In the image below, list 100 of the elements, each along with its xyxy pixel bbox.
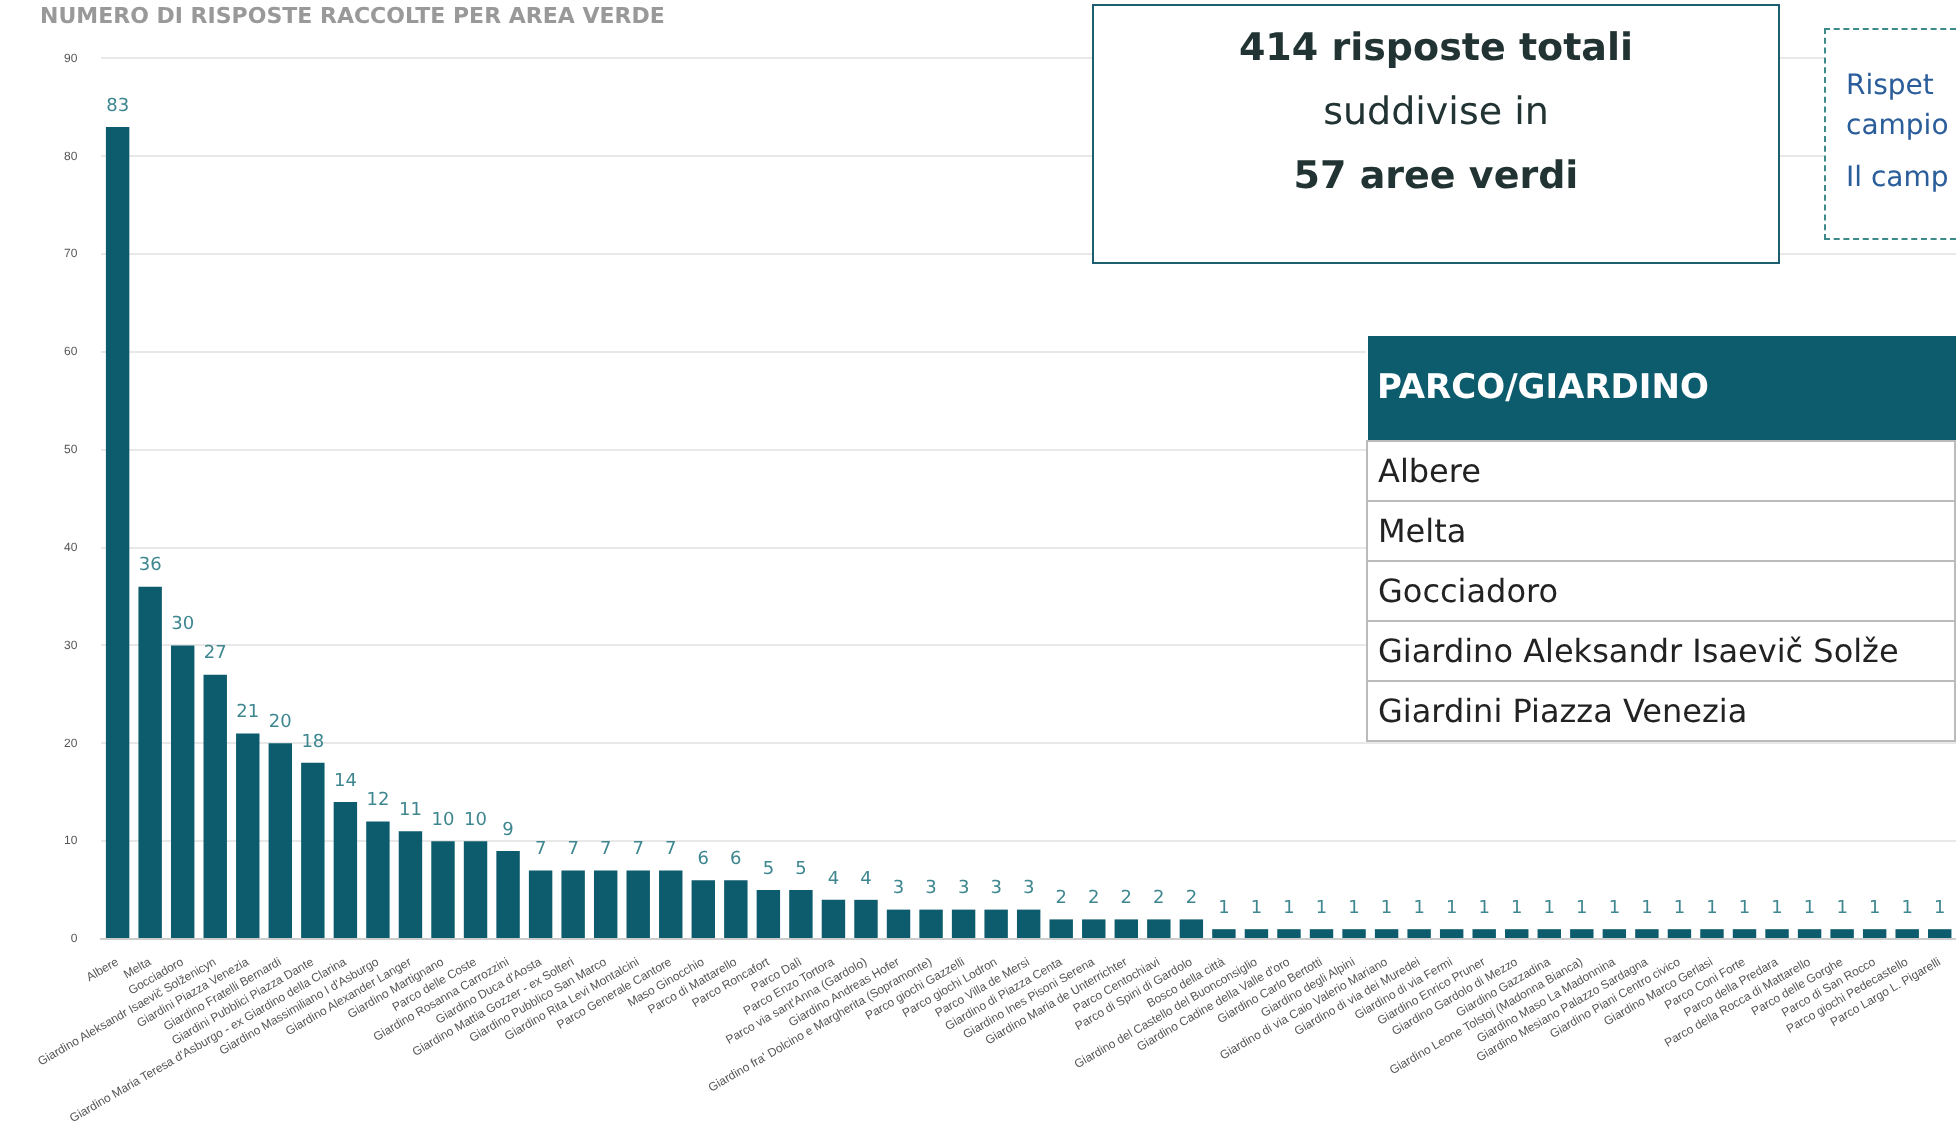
data-label: 14: [333, 771, 358, 792]
data-label: 36: [138, 556, 163, 577]
data-label: 2: [1120, 889, 1133, 910]
bar: [1928, 929, 1952, 938]
bar: [1602, 929, 1627, 938]
bar: [1472, 929, 1496, 938]
bar: [1537, 929, 1561, 938]
data-label: 1: [1250, 898, 1263, 919]
annotation: Gocciadoro: [1367, 561, 1955, 621]
data-label: 7: [567, 840, 579, 861]
data-label: 2: [1185, 889, 1198, 910]
bar: [105, 126, 130, 938]
bar: [1244, 929, 1269, 938]
bar: [1830, 929, 1854, 938]
data-label: 1: [1218, 898, 1230, 919]
data-label: 11: [399, 801, 422, 822]
annotation: PARCO/GIARDINO: [1367, 336, 1955, 441]
data-label: 12: [366, 791, 390, 812]
bar: [854, 899, 878, 938]
bar: [886, 909, 911, 938]
bar: [268, 743, 293, 938]
bar: [659, 870, 683, 938]
bar: [1374, 929, 1399, 938]
bar: [1082, 919, 1106, 938]
data-label: 1: [1576, 898, 1588, 919]
bar: [496, 850, 520, 938]
bar: [236, 733, 260, 938]
data-label: 2: [1153, 889, 1165, 910]
bar: [593, 870, 618, 938]
annotation: suddivise in: [1321, 90, 1551, 134]
bar: [1505, 929, 1529, 938]
bar: [1570, 929, 1594, 938]
data-label: 6: [697, 849, 710, 870]
data-label: 1: [1511, 898, 1523, 919]
data-label: 1: [1706, 898, 1718, 919]
bar: [1049, 919, 1073, 938]
annotation: Giardini Piazza Venezia: [1367, 681, 1955, 741]
annotation: 57 aree verdi: [1291, 154, 1581, 198]
bar: [1114, 919, 1138, 938]
annotation: Albere: [1367, 441, 1955, 501]
data-label: 1: [1283, 898, 1295, 919]
data-label: 7: [599, 840, 612, 861]
bar: [1212, 929, 1236, 938]
bar: [333, 802, 358, 938]
data-label: 1: [1934, 898, 1946, 919]
bar: [528, 870, 553, 938]
bar: [1667, 929, 1692, 938]
data-label: 1: [1901, 898, 1913, 919]
data-label: 1: [1543, 898, 1556, 919]
bar: [1439, 929, 1464, 938]
annotation: Giardino Aleksandr Isaevič Solže: [1367, 621, 1955, 681]
data-label: 10: [464, 810, 488, 831]
bar: [724, 880, 748, 938]
data-label: 18: [301, 732, 325, 753]
bar: [789, 890, 813, 938]
bar: [1700, 929, 1724, 938]
data-label: 1: [1315, 898, 1328, 919]
bar: [1342, 929, 1366, 938]
data-label: 27: [203, 644, 227, 665]
data-label: 2: [1055, 889, 1067, 910]
bar: [1179, 919, 1204, 938]
bar: [1309, 929, 1334, 938]
annotation: Il camp: [1846, 160, 1951, 198]
data-label: 1: [1478, 898, 1490, 919]
bar: [366, 821, 390, 938]
bar: [1407, 929, 1431, 938]
bar: [463, 841, 488, 938]
bar: [1016, 909, 1041, 938]
chart-title: NUMERO DI RISPOSTE RACCOLTE PER AREA VERDE: [40, 2, 665, 29]
data-label: 1: [1380, 898, 1393, 919]
bar: [301, 762, 325, 938]
bar: [1895, 929, 1919, 938]
note-box: Rispet campio Il camp: [1824, 28, 1956, 240]
data-label: 5: [762, 859, 775, 880]
data-label: 1: [1771, 898, 1783, 919]
data-label: 10: [431, 810, 455, 831]
data-label: 3: [990, 879, 1002, 900]
data-label: 1: [1413, 898, 1425, 919]
bar: [626, 870, 650, 938]
bar: [138, 586, 162, 938]
bar: [821, 899, 846, 938]
data-label: 2: [1088, 889, 1100, 910]
data-label: 4: [827, 869, 840, 890]
bar: [984, 909, 1008, 938]
data-label: 20: [268, 712, 293, 733]
data-label: 7: [632, 840, 644, 861]
bar: [561, 870, 585, 938]
bar: [1732, 929, 1757, 938]
annotation: Rispet: [1846, 68, 1936, 106]
data-label: 83: [106, 96, 130, 117]
data-label: 6: [730, 849, 743, 870]
data-label: 1: [1348, 898, 1360, 919]
bar: [398, 831, 423, 938]
data-label: 1: [1803, 898, 1816, 919]
data-label: 30: [171, 615, 195, 636]
data-label: 21: [236, 703, 260, 724]
annotation: 414 risposte totali: [1236, 26, 1636, 70]
data-label: 3: [892, 879, 905, 900]
bar: [203, 674, 227, 938]
bar: [1635, 929, 1659, 938]
